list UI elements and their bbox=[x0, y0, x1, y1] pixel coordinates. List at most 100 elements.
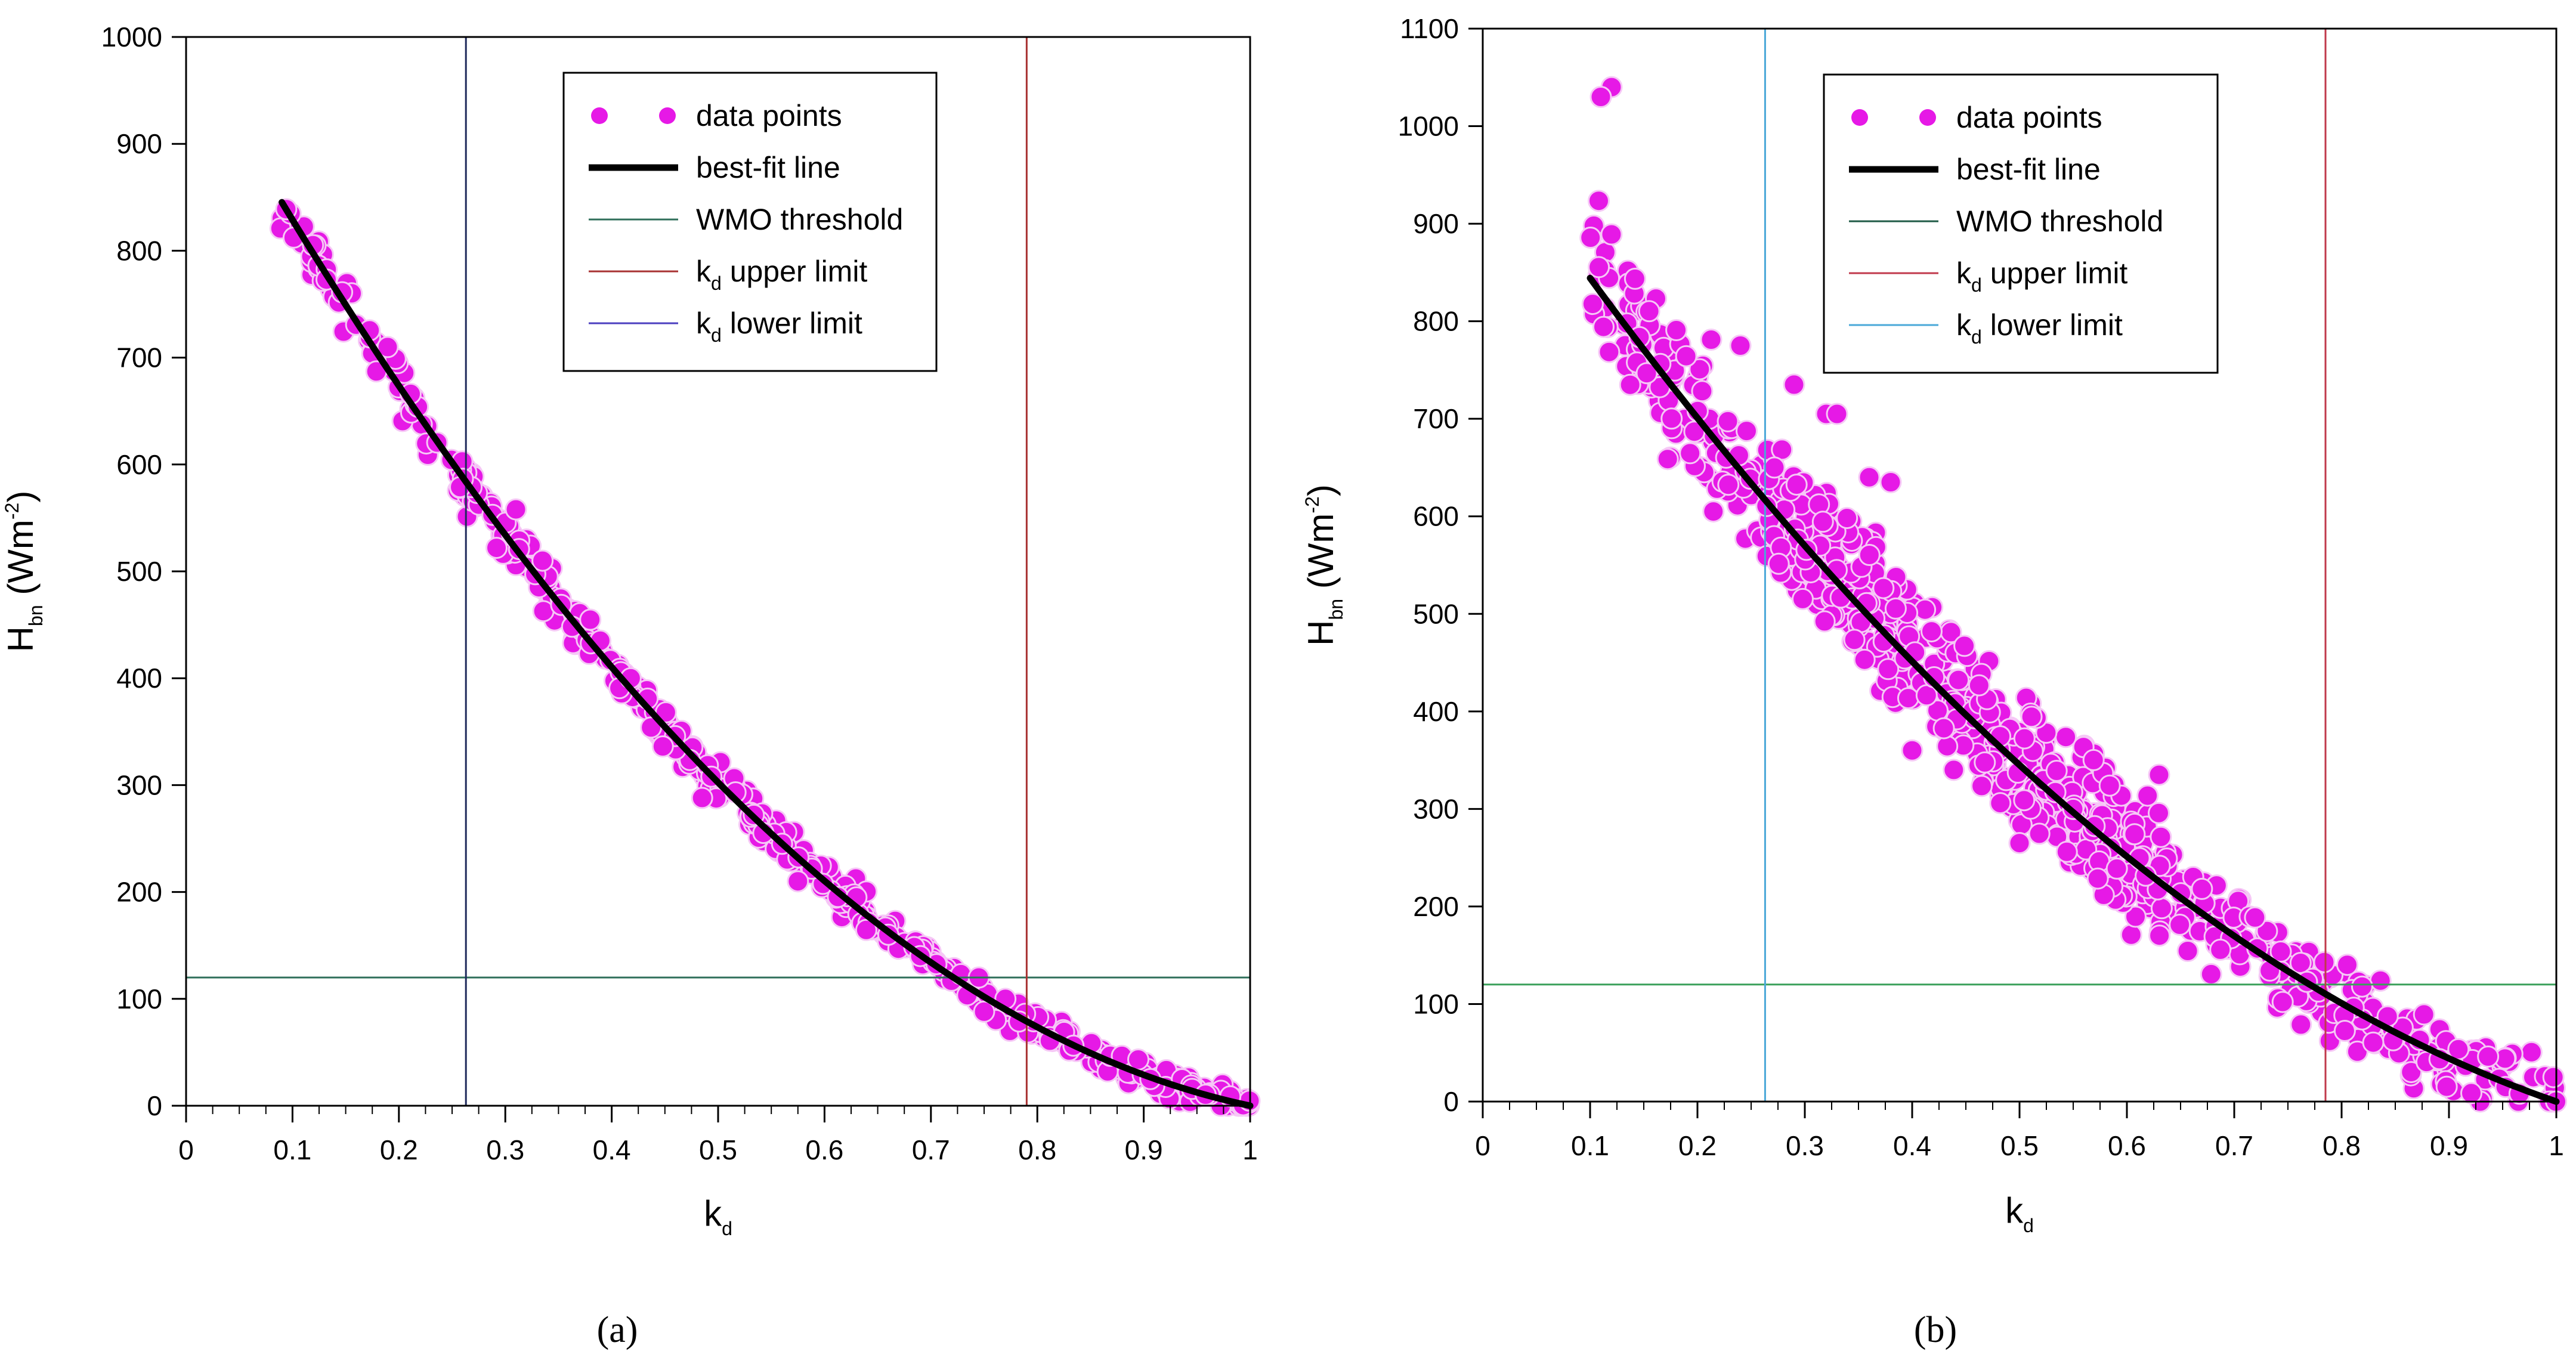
y-axis-label-units-close: ) bbox=[1, 491, 41, 503]
legend-label: kd lower limit bbox=[696, 307, 862, 346]
data-point bbox=[1675, 345, 1697, 367]
x-tick-label: 0 bbox=[178, 1134, 194, 1165]
data-point bbox=[1974, 751, 1996, 774]
legend-label-suffix: lower limit bbox=[722, 307, 862, 340]
y-tick-label: 300 bbox=[1413, 793, 1459, 824]
y-axis-label-subscript: bn bbox=[1325, 599, 1347, 620]
legend-label: WMO threshold bbox=[696, 203, 903, 236]
data-point bbox=[2362, 1031, 2385, 1054]
x-axis: 0 0.1 0.2 0.3 0.4 0.5 0.6 0.7 0.8 0.9 1 bbox=[178, 1106, 1258, 1165]
y-axis-label-superscript: -2 bbox=[1301, 496, 1323, 513]
x-tick-label: 0.9 bbox=[1125, 1134, 1163, 1165]
data-point bbox=[1785, 474, 1808, 496]
y-tick-label: 1000 bbox=[1398, 111, 1459, 142]
data-point bbox=[2271, 991, 2294, 1013]
y-tick-label: 300 bbox=[116, 769, 162, 800]
data-point bbox=[1598, 341, 1621, 363]
data-point bbox=[2055, 840, 2078, 863]
data-point-outlier bbox=[1901, 739, 1924, 762]
data-point bbox=[1700, 329, 1723, 351]
x-axis-label: kd bbox=[704, 1193, 732, 1239]
y-axis-label-units-close: ) bbox=[1301, 484, 1341, 496]
data-point bbox=[2020, 706, 2043, 728]
data-point bbox=[2124, 905, 2147, 928]
data-point-outlier bbox=[505, 498, 527, 521]
y-tick-label: 0 bbox=[1443, 1086, 1459, 1117]
data-point-outlier bbox=[2008, 832, 2031, 855]
data-point bbox=[2269, 941, 2292, 963]
legend-label: data points bbox=[1956, 101, 2102, 134]
x-tick-label: 1 bbox=[1242, 1134, 1258, 1165]
data-point bbox=[1638, 300, 1660, 323]
y-tick-label: 500 bbox=[116, 556, 162, 587]
legend-label: kd upper limit bbox=[1956, 256, 2127, 296]
x-tick-label: 0.6 bbox=[805, 1134, 843, 1165]
x-tick-label: 0.6 bbox=[2108, 1130, 2146, 1161]
data-point bbox=[1717, 410, 1739, 432]
legend-label-main: best-fit line bbox=[696, 151, 840, 184]
legend-label-main: best-fit line bbox=[1956, 153, 2101, 186]
data-point bbox=[2369, 969, 2392, 992]
panel-caption: (b) bbox=[1914, 1310, 1957, 1350]
legend-label-main: k bbox=[1956, 256, 1972, 290]
data-point bbox=[1579, 227, 1602, 249]
x-tick-label: 0.2 bbox=[1678, 1130, 1717, 1161]
data-point bbox=[1971, 775, 1993, 797]
data-point bbox=[1588, 190, 1610, 212]
data-point bbox=[2191, 877, 2213, 900]
x-tick-label: 0.9 bbox=[2430, 1130, 2468, 1161]
data-point bbox=[2333, 1020, 2356, 1042]
data-point bbox=[1767, 552, 1790, 575]
legend-swatch-points bbox=[659, 107, 676, 124]
legend-label-main: data points bbox=[1956, 101, 2102, 134]
x-tick-label: 0.5 bbox=[699, 1134, 737, 1165]
y-tick-label: 1000 bbox=[101, 21, 162, 52]
x-tick-label: 0.3 bbox=[1786, 1130, 1824, 1161]
data-point bbox=[1843, 629, 1866, 651]
data-point bbox=[2313, 951, 2336, 973]
data-point bbox=[2013, 789, 2036, 812]
y-axis-label-superscript: -2 bbox=[1, 503, 23, 519]
legend-label-main: WMO threshold bbox=[1956, 205, 2163, 238]
data-point bbox=[2045, 760, 2068, 782]
data-point-outlier bbox=[1589, 86, 1612, 108]
data-point-outlier bbox=[1826, 403, 1848, 425]
data-point bbox=[2136, 784, 2159, 807]
data-point bbox=[1936, 735, 1959, 757]
data-point bbox=[2176, 940, 2199, 962]
y-tick-label: 800 bbox=[116, 235, 162, 266]
data-point bbox=[2082, 748, 2105, 771]
data-point bbox=[1813, 610, 1836, 633]
legend-label-subscript: d bbox=[1971, 326, 1982, 348]
data-point bbox=[1736, 420, 1758, 443]
legend-swatch-points bbox=[1851, 109, 1868, 126]
data-point bbox=[1921, 620, 1943, 643]
legend-label-suffix: lower limit bbox=[1982, 308, 2123, 342]
x-tick-label: 0.4 bbox=[593, 1134, 631, 1165]
data-point bbox=[1702, 500, 1725, 523]
y-axis-label-subscript: bn bbox=[25, 605, 47, 626]
y-tick-label: 900 bbox=[116, 128, 162, 159]
legend-label-suffix: upper limit bbox=[1982, 256, 2128, 290]
data-point bbox=[1853, 648, 1876, 671]
data-point-outlier bbox=[1783, 373, 1805, 396]
data-point bbox=[1660, 407, 1683, 430]
legend-label: best-fit line bbox=[1956, 153, 2101, 186]
data-point bbox=[1897, 687, 1919, 710]
data-point bbox=[2200, 963, 2222, 985]
legend-label-subscript: d bbox=[711, 273, 722, 294]
x-tick-label: 0.8 bbox=[1018, 1134, 1056, 1165]
y-tick-label: 100 bbox=[1413, 988, 1459, 1019]
data-point-outlier bbox=[691, 787, 713, 809]
data-point bbox=[1717, 474, 1740, 496]
data-point bbox=[1884, 597, 1907, 620]
data-point bbox=[2477, 1046, 2500, 1068]
best-fit-line bbox=[1587, 274, 2560, 1105]
data-point bbox=[2169, 914, 2191, 936]
data-point bbox=[2150, 897, 2173, 920]
data-point bbox=[1792, 587, 1814, 610]
x-tick-label: 0.5 bbox=[2000, 1130, 2039, 1161]
panel-caption: (a) bbox=[597, 1310, 638, 1350]
data-point bbox=[1872, 577, 1895, 599]
legend: data points best-fit line WMO threshold kd … bbox=[562, 72, 938, 372]
